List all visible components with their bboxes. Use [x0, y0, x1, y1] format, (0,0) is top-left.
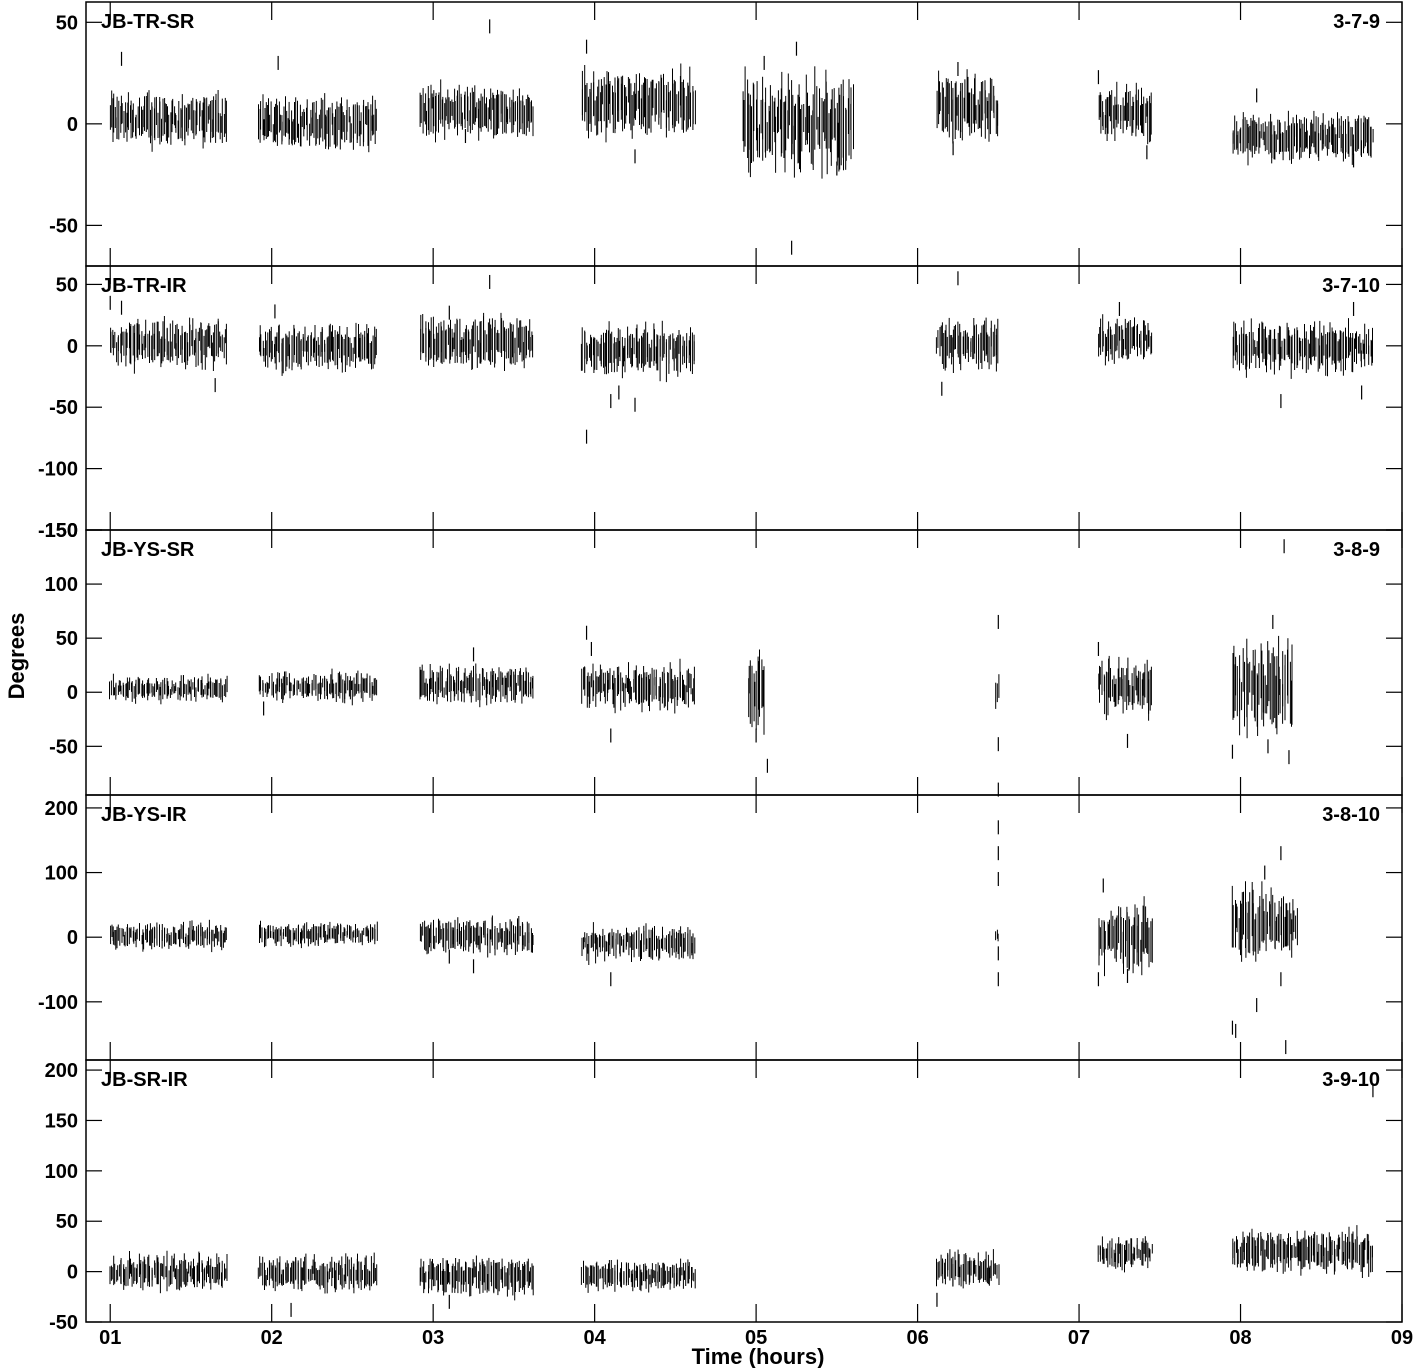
panel-label: JB-TR-IR	[101, 275, 187, 297]
panel-id: 3-7-9	[1333, 11, 1380, 33]
x-axis-title: Time (hours)	[692, 1344, 825, 1368]
x-tick-label: 01	[99, 1327, 121, 1349]
y-tick-label: 0	[67, 927, 78, 949]
y-tick-label: 0	[67, 682, 78, 704]
y-tick-label: 50	[56, 628, 78, 650]
y-tick-label: -50	[49, 736, 78, 758]
x-tick-label: 09	[1391, 1327, 1413, 1349]
y-tick-label: 150	[45, 1110, 78, 1132]
y-tick-label: 50	[56, 1211, 78, 1233]
y-tick-label: 100	[45, 863, 78, 885]
panel-3-8-10: 200 100 0 -100 JB-YS-IR 3-8-10	[38, 794, 1403, 1061]
x-tick-labels: 01 02 03 04 05 06 07 08 09	[99, 1327, 1413, 1349]
y-tick-label: 50	[56, 12, 78, 34]
x-tick-label: 04	[584, 1327, 607, 1349]
panel-label: JB-TR-SR	[101, 11, 195, 33]
y-tick-label: -50	[49, 397, 78, 419]
panel-label: JB-YS-SR	[101, 539, 195, 561]
y-tick-label: 0	[67, 114, 78, 136]
y-tick-label: 100	[45, 574, 78, 596]
y-axis-title: Degrees	[4, 613, 29, 700]
panel-frame	[85, 265, 1403, 531]
y-tick-label: 100	[45, 1161, 78, 1183]
panel-id: 3-8-10	[1322, 804, 1380, 826]
panel-frame	[85, 1059, 1403, 1323]
y-tick-label: -100	[38, 992, 78, 1014]
x-tick-label: 07	[1068, 1327, 1090, 1349]
panel-id: 3-9-10	[1322, 1069, 1380, 1091]
y-tick-label: 50	[56, 274, 78, 296]
y-tick-label: -50	[49, 1312, 78, 1334]
panel-frame	[85, 529, 1403, 796]
x-tick-label: 08	[1229, 1327, 1251, 1349]
panels-group: 50 0 -50 JB-TR-SR 3-7-9 50 0 -50 -100 -150 JB-TR-I…	[38, 1, 1403, 1334]
y-tick-label: 150	[45, 520, 78, 542]
y-tick-label: -50	[49, 215, 78, 237]
panel-label: JB-YS-IR	[101, 804, 187, 826]
panel-3-9-10: 200 150 100 50 0 -50 JB-SR-IR 3-9-10	[45, 1059, 1403, 1334]
panel-label: JB-SR-IR	[101, 1069, 188, 1091]
y-tick-label: 0	[67, 1262, 78, 1284]
y-tick-label: 200	[45, 798, 78, 820]
x-tick-label: 03	[422, 1327, 444, 1349]
x-tick-label: 05	[745, 1327, 767, 1349]
y-tick-label: -150	[38, 520, 78, 542]
y-tick-label: -100	[38, 459, 78, 481]
x-tick-label: 06	[906, 1327, 928, 1349]
panel-3-8-9: 150 100 50 0 -50 JB-YS-SR 3-8-9	[45, 520, 1403, 797]
panel-frame	[85, 794, 1403, 1061]
panel-id: 3-8-9	[1333, 539, 1380, 561]
x-tick-label: 02	[261, 1327, 283, 1349]
panel-3-7-10: 50 0 -50 -100 -150 JB-TR-IR 3-7-10	[38, 265, 1403, 542]
y-tick-label: 200	[45, 1060, 78, 1082]
y-tick-label: 0	[67, 336, 78, 358]
panel-3-7-9: 50 0 -50 JB-TR-SR 3-7-9	[49, 1, 1403, 267]
panel-id: 3-7-10	[1322, 275, 1380, 297]
